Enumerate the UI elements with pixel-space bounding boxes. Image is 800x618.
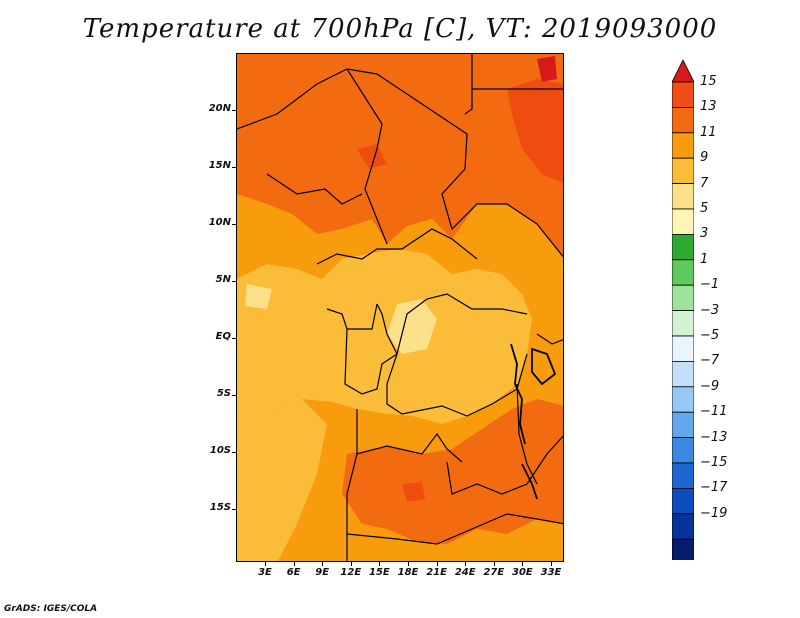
lat-tick [232,338,236,339]
lon-label: 33E [540,567,562,578]
lon-label: 3E [258,567,272,578]
lon-label: 15E [369,567,390,578]
colorbar-label: 1 [700,251,709,267]
colorbar-segment [672,487,694,515]
colorbar-segment [672,259,694,286]
colorbar-label: 13 [700,99,717,115]
colorbar-segment [672,411,694,439]
lon-label: 30E [512,567,533,578]
lat-tick [232,224,236,225]
lat-tick [232,452,236,453]
colorbar-label: −1 [700,277,720,293]
lon-tick [551,562,552,566]
colorbar-top-arrow [672,60,694,83]
lat-label: 15N [208,160,231,171]
colorbar-segment [672,513,694,540]
colorbar-segment [672,360,694,388]
lon-tick [322,562,324,566]
lat-tick [232,395,236,396]
lon-label: 9E [315,567,330,578]
colorbar-label: −5 [700,328,720,343]
lon-tick [522,562,524,566]
lon-label: 6E [286,567,301,578]
colorbar-segment [672,462,694,489]
lon-tick [265,562,266,566]
lon-label: 18E [397,567,419,578]
colorbar-label: 15 [700,74,717,89]
colorbar-segment [672,386,694,413]
temperature-map [237,54,563,561]
field-7-9-central [237,249,532,424]
colorbar-segment [672,183,694,210]
lat-label: EQ [215,331,231,342]
map-panel [236,53,564,562]
colorbar-segment [672,437,694,464]
lat-label: 5N [215,274,231,285]
lon-tick [379,562,381,566]
field-11-13-north [237,54,563,257]
field-13-15-ne [507,79,563,184]
field-13-15-small [357,144,387,169]
lon-tick [408,562,409,566]
lon-label: 24E [454,567,476,578]
field-5-7-b [245,284,272,309]
field-7-9-west [237,399,327,561]
field-13-15-south [402,482,425,502]
field-15-peak [537,56,557,82]
colorbar-segment [672,208,694,235]
lon-tick [350,562,352,566]
colorbar-label: 5 [700,201,709,216]
lon-tick [465,562,467,566]
field-11-13-south [342,399,563,544]
lat-label: 5S [216,388,231,399]
colorbar-segment [672,233,694,261]
chart-title: Temperature at 700hPa [C], VT: 201909300… [82,14,718,44]
colorbar-segment [672,310,694,337]
lon-tick [293,562,295,566]
colorbar-label: 7 [700,175,709,191]
colorbar [672,60,694,560]
colorbar-segment [672,335,694,362]
colorbar-segment [672,132,694,159]
lat-label: 15S [209,502,231,513]
colorbar-label: −9 [700,378,720,394]
colorbar-label: −7 [700,353,720,369]
colorbar-segment [672,284,694,311]
colorbar-label: −3 [700,302,720,318]
colorbar-label: −19 [700,505,728,521]
lon-label: 12E [340,567,362,578]
grads-credit: GrADS: IGES/COLA [4,604,98,614]
colorbar-label: 11 [700,124,717,140]
lat-tick [232,281,236,282]
lon-tick [493,562,495,566]
colorbar-label: 9 [700,150,709,166]
colorbar-label: −11 [700,404,728,420]
colorbar-label: −15 [700,455,728,470]
colorbar-label: −13 [700,429,728,445]
colorbar-label: −17 [700,480,728,496]
lake-outlines [510,343,557,500]
colorbar-segment [672,81,694,108]
lon-label: 21E [426,567,447,578]
lat-label: 10N [208,217,231,228]
colorbar-segment [672,538,694,560]
colorbar-label: 3 [700,226,709,242]
lat-label: 20N [208,103,231,114]
lon-tick [436,562,438,566]
country-borders [237,54,563,561]
lat-label: 10S [209,445,231,456]
colorbar-segment [672,107,694,134]
lon-label: 27E [483,567,505,578]
lat-tick [232,110,236,111]
field-5-7-a [387,299,437,354]
colorbar-segment [672,157,694,184]
lat-tick [232,509,236,510]
lat-tick [232,167,236,168]
